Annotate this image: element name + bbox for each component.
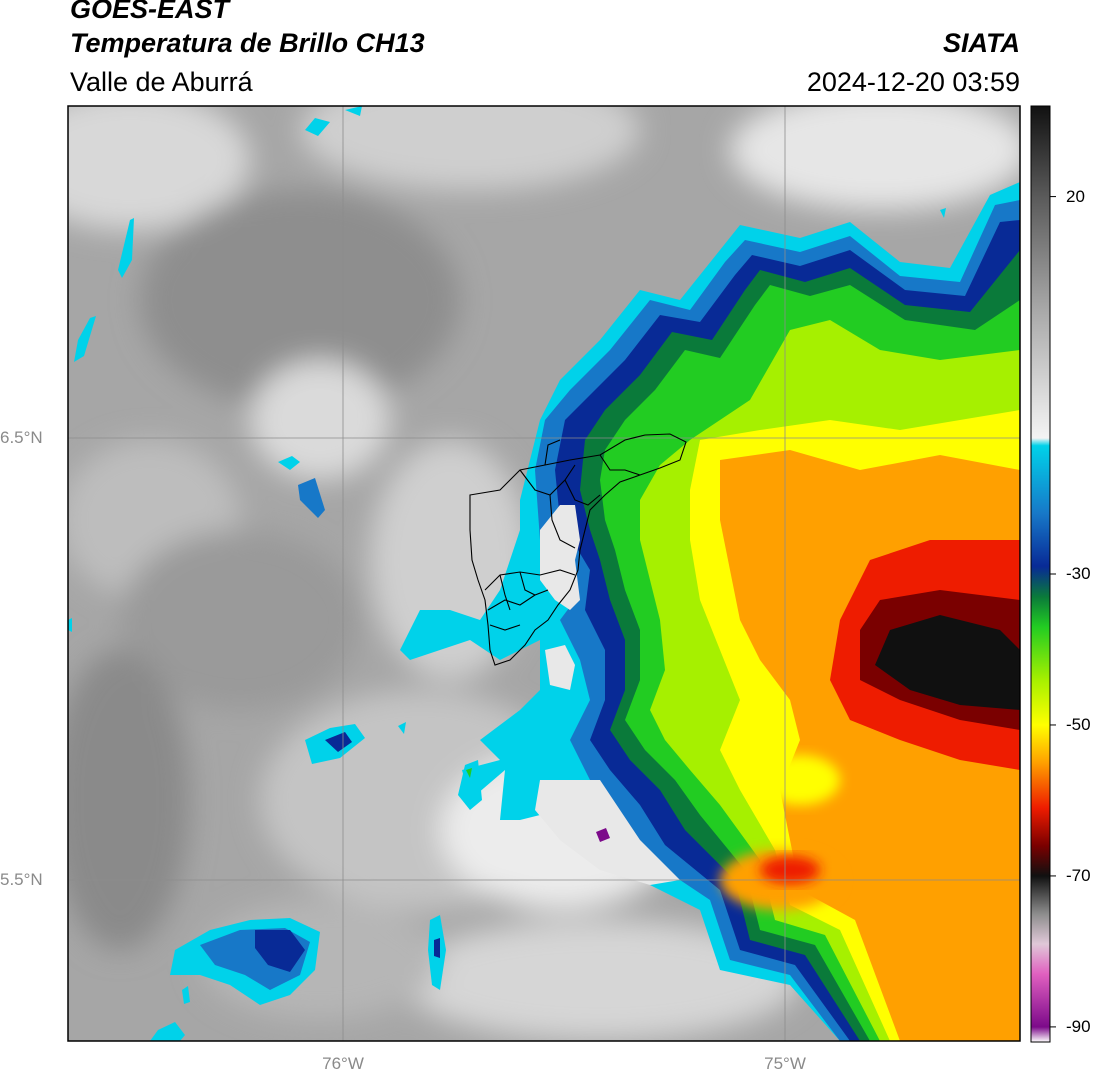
satellite-image (68, 106, 1020, 1041)
lon-tick-75w: 75°W (764, 1054, 806, 1073)
colorbar-tick-marks (1050, 196, 1056, 1028)
colorbar-label-minus-70: -70 (1066, 865, 1091, 885)
convective-cloud-system (400, 182, 1020, 1041)
region-subtitle: Valle de Aburrá (70, 67, 253, 97)
municipal-boundaries (469, 433, 687, 666)
colorbar-label-minus-90: -90 (1066, 1016, 1091, 1036)
timestamp-label: 2024-12-20 03:59 (806, 67, 1020, 97)
colorbar-gradient (1031, 106, 1050, 1042)
graticule (68, 106, 1020, 1041)
lat-tick-5-5n: 5.5°N (0, 870, 43, 889)
satellite-title: GOES-EAST (70, 0, 230, 24)
isolated-cells (68, 106, 946, 1041)
lat-tick-6-5n: 6.5°N (0, 428, 43, 447)
colorbar (1030, 105, 1056, 1043)
colorbar-label-minus-30: -30 (1066, 564, 1091, 583)
map-frame (67, 105, 1021, 1042)
product-title: Temperatura de Brillo CH13 (70, 28, 425, 58)
lon-tick-76w: 76°W (322, 1054, 364, 1073)
organization-label: SIATA (943, 28, 1020, 58)
colorbar-label-20: 20 (1066, 186, 1085, 206)
colorbar-label-minus-50: -50 (1066, 714, 1091, 734)
